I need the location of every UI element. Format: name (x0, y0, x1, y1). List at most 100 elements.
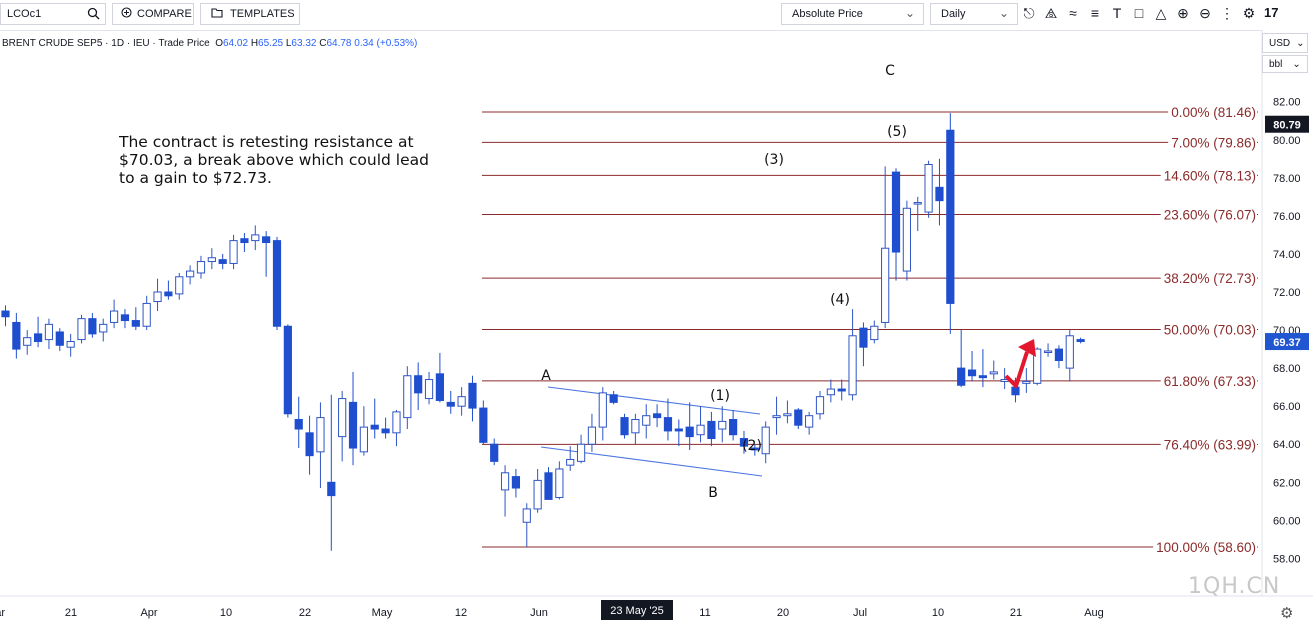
candle-body (946, 129, 955, 304)
candle-body (446, 401, 455, 407)
candle-body (240, 238, 249, 244)
chart-tools: ⎋ ⧌ ≈ ≡ T □ △ ⊕ ⊖ ⋮ ⚙ 17 (1022, 5, 1278, 25)
candle-body (457, 396, 466, 407)
candle-body (186, 270, 195, 278)
candle-body (1065, 335, 1074, 369)
candle-body (1033, 348, 1042, 384)
candle-body (99, 323, 108, 333)
candle-body (761, 426, 770, 455)
candles-icon[interactable]: ⎋ (1023, 5, 1035, 21)
chevron-down-icon: ⌄ (904, 6, 915, 20)
time-tick-label: Apr (140, 607, 157, 619)
fibonacci-levels (482, 111, 1258, 548)
wave-label: (2) (742, 438, 762, 454)
time-tick-label: Jul (853, 607, 867, 619)
time-tick-label: 11 (699, 607, 710, 619)
unit-select[interactable]: bbl ⌄ (1262, 55, 1308, 73)
candle-body (957, 367, 966, 386)
candle-body (620, 417, 629, 436)
more-icon[interactable]: ⋮ (1220, 5, 1234, 21)
fib-label: 50.00% (70.03) (1164, 322, 1256, 337)
last-price-badge-label: 69.37 (1273, 337, 1301, 349)
high-value: 65.25 (258, 38, 284, 49)
compare-button[interactable]: COMPARE (112, 3, 194, 25)
candle-body (500, 472, 510, 491)
chart-annotation: The contract is retesting resistance at … (119, 133, 429, 187)
plus-circle-icon (121, 7, 132, 21)
low-value: 63.32 (291, 38, 317, 49)
candle-body (772, 415, 781, 419)
candle-body (392, 411, 401, 434)
templates-button[interactable]: TEMPLATES (200, 3, 300, 25)
fib-label: 38.20% (72.73) (1164, 271, 1256, 286)
text-icon[interactable]: T (1112, 5, 1122, 21)
zoom-in-icon[interactable]: ⊕ (1177, 5, 1189, 21)
currency-select[interactable]: USD ⌄ (1262, 33, 1308, 53)
candle-body (707, 420, 716, 440)
candle-body (175, 276, 184, 295)
candle-body (891, 171, 901, 253)
time-tick-label: May (372, 607, 393, 619)
fib-label: 14.60% (78.13) (1164, 168, 1256, 183)
time-tick-label: 22 (299, 607, 311, 619)
folder-icon (211, 7, 223, 21)
time-tick-label: 21 (65, 607, 77, 619)
time-tick-label: 10 (220, 607, 232, 619)
candle-body (348, 401, 358, 449)
candle-body (1011, 386, 1020, 396)
candle-body (44, 323, 54, 341)
candle-body (587, 426, 597, 445)
candle-body (598, 392, 607, 428)
indicators-icon[interactable]: ⧌ (1044, 5, 1058, 21)
watermark: 1QH.CN (1188, 574, 1281, 599)
compare-label: COMPARE (137, 8, 192, 20)
candle-body (164, 291, 173, 297)
candle-body (881, 247, 890, 323)
wave-label: (1) (710, 388, 730, 404)
symbol-search-input[interactable]: LCOc1 (0, 3, 106, 25)
candle-body (555, 468, 564, 499)
price-tick-label: 66.00 (1273, 401, 1301, 413)
candle-body (967, 369, 977, 377)
settings-icon[interactable]: ⚙ (1242, 5, 1256, 21)
search-icon (87, 7, 100, 23)
zoom-out-icon[interactable]: ⊖ (1199, 5, 1211, 21)
price-chart[interactable]: 0.00% (81.46) 7.00% (79.86) 14.60% (78.13)… (0, 30, 1313, 626)
wave-label: (5) (887, 124, 907, 140)
candle-body (642, 415, 651, 426)
open-value: 64.02 (223, 38, 249, 49)
candle-body (305, 432, 314, 457)
candle-body (978, 375, 987, 379)
candle-body (1043, 350, 1053, 353)
zoom-box-icon[interactable]: □ (1134, 5, 1144, 21)
fib-label: 61.80% (67.33) (1164, 374, 1256, 389)
time-tick-label: 21 (1010, 607, 1022, 619)
candle-body (750, 447, 759, 451)
candle-body (207, 257, 216, 263)
price-tick-label: 64.00 (1273, 439, 1301, 451)
shape-icon[interactable]: △ (1155, 5, 1167, 21)
draw-line-icon[interactable]: ≡ (1090, 5, 1100, 21)
time-tick-label: Jun (530, 607, 548, 619)
candle-body (783, 413, 792, 417)
wave-label: B (708, 485, 718, 501)
studies-icon[interactable]: ≈ (1069, 5, 1077, 21)
fib-label-bg (1160, 206, 1257, 223)
fib-label: 100.00% (58.60) (1156, 540, 1256, 555)
axis-settings-icon[interactable]: ⚙ (1280, 605, 1294, 622)
chevron-down-icon: ⌄ (1296, 37, 1305, 49)
fib-label-bg (1160, 372, 1257, 389)
instrument-label: BRENT CRUDE SEP5 · 1D · IEU · Trade Pric… (2, 38, 210, 49)
candle-body (218, 259, 227, 264)
price-mode-select[interactable]: Absolute Price ⌄ (781, 3, 924, 25)
candle-body (424, 379, 434, 400)
unit-value: bbl (1269, 58, 1283, 70)
candle-body (729, 419, 738, 436)
high-label: H (250, 38, 259, 49)
candle-body (338, 398, 347, 438)
candle-body (229, 240, 238, 264)
interval-select[interactable]: Daily ⌄ (930, 3, 1018, 25)
crosshair-date-badge (601, 600, 673, 620)
candle-body (739, 438, 749, 447)
fib-label: 76.40% (63.99) (1164, 437, 1256, 452)
